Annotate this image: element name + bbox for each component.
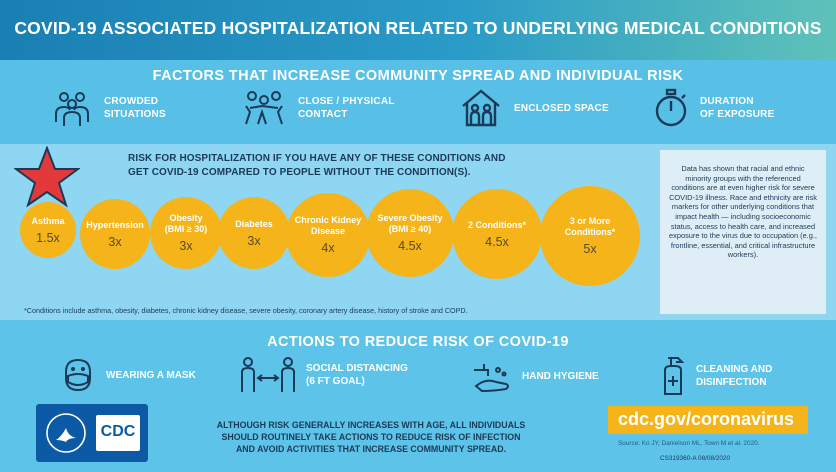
page-title: COVID-19 ASSOCIATED HOSPITALIZATION RELA… — [0, 18, 836, 39]
house-icon — [462, 89, 500, 127]
bubble-kidney-disease: Chronic Kidney Disease 4x — [286, 193, 370, 277]
contact-icon — [245, 91, 283, 125]
factors-title: FACTORS THAT INCREASE COMMUNITY SPREAD A… — [152, 68, 684, 84]
stopwatch-icon — [655, 88, 687, 127]
action-label: SOCIAL DISTANCING (6 FT GOAL) — [306, 363, 408, 387]
spray-bottle-icon — [664, 357, 685, 395]
disparities-note-box: Data has shown that racial and ethnic mi… — [660, 150, 826, 314]
factor-label: DURATION OF EXPOSURE — [700, 96, 775, 120]
cdc-logo-text: CDC — [100, 423, 136, 440]
bubble-severe-obesity: Severe Obesity (BMI ≥ 40) 4.5x — [366, 189, 454, 277]
risk-title: RISK FOR HOSPITALIZATION IF YOU HAVE ANY… — [128, 153, 506, 178]
url-banner: cdc.gov/coronavirus — [608, 406, 808, 434]
bubble-name: Diabetes — [235, 218, 273, 229]
bubble-obesity: Obesity (BMI ≥ 30) 3x — [150, 197, 222, 269]
bubble-value: 1.5x — [36, 230, 60, 245]
hhs-cdc-logo: CDC — [36, 404, 148, 462]
action-hand-hygiene: HAND HYGIENE — [472, 360, 599, 392]
factor-label: ENCLOSED SPACE — [514, 102, 609, 114]
action-label: WEARING A MASK — [106, 369, 196, 381]
cdc-badge: CDC — [96, 415, 140, 451]
document-code: CS319360-A 08/08/2020 — [660, 455, 731, 462]
bubble-asthma: Asthma 1.5x — [20, 202, 76, 258]
bubble-value: 3x — [179, 239, 193, 253]
conditions-footnote: *Conditions include asthma, obesity, dia… — [24, 306, 468, 315]
bubble-name: 3 or More Conditions* — [564, 216, 616, 237]
bubble-diabetes: Diabetes 3x — [218, 197, 290, 269]
bubble-value: 4.5x — [398, 239, 422, 253]
bubble-name: Chronic Kidney Disease — [294, 215, 362, 236]
bubble-value: 3x — [247, 233, 261, 248]
bubble-three-conditions: 3 or More Conditions* 5x — [540, 186, 640, 286]
mask-icon — [65, 358, 91, 392]
action-mask: WEARING A MASK — [60, 358, 196, 392]
bubble-value: 4.5x — [485, 234, 509, 249]
factor-label: CROWDED SITUATIONS — [104, 96, 166, 120]
factor-label: CLOSE / PHYSICAL CONTACT — [298, 96, 395, 120]
crowd-icon — [55, 92, 89, 126]
action-label: HAND HYGIENE — [522, 370, 599, 382]
action-distancing: SOCIAL DISTANCING (6 FT GOAL) — [240, 356, 408, 394]
star-icon — [14, 146, 80, 208]
bubble-name: Asthma — [31, 215, 65, 226]
action-cleaning: CLEANING AND DISINFECTION — [660, 356, 772, 396]
title-main: COVID-19 ASSOCIATED HOSPITALIZATION RELA… — [14, 18, 503, 38]
bubble-value: 5x — [583, 242, 597, 256]
bubble-name: Severe Obesity (BMI ≥ 40) — [377, 213, 443, 234]
bubble-hypertension: Hypertension 3x — [80, 199, 150, 269]
factor-crowded: CROWDED SITUATIONS — [52, 88, 166, 128]
distancing-icon — [241, 357, 295, 392]
bubble-name: Obesity (BMI ≥ 30) — [164, 213, 208, 234]
factor-enclosed: ENCLOSED SPACE — [460, 88, 609, 128]
handwash-icon — [474, 364, 509, 392]
factors-section — [0, 60, 836, 144]
title-highlight: UNDERLYING MEDICAL CONDITIONS — [502, 18, 822, 38]
factor-duration: DURATION OF EXPOSURE — [654, 88, 774, 128]
action-label: CLEANING AND DISINFECTION — [696, 364, 773, 388]
bubble-name: 2 Conditions* — [468, 219, 526, 230]
bubble-two-conditions: 2 Conditions* 4.5x — [452, 189, 542, 279]
bottom-message: ALTHOUGH RISK GENERALLY INCREASES WITH A… — [216, 420, 526, 454]
source-citation: Source: Ko JY, Danielson ML, Town M et a… — [618, 440, 760, 447]
bubble-value: 4x — [321, 241, 335, 255]
factor-contact: CLOSE / PHYSICAL CONTACT — [242, 88, 395, 128]
bubble-name: Hypertension — [86, 219, 144, 230]
header-banner: COVID-19 ASSOCIATED HOSPITALIZATION RELA… — [0, 0, 836, 60]
cdc-url-link[interactable]: cdc.gov/coronavirus — [618, 409, 795, 429]
hhs-eagle-icon — [46, 413, 86, 453]
disparities-note: Data has shown that racial and ethnic mi… — [669, 164, 817, 260]
actions-title: ACTIONS TO REDUCE RISK OF COVID-19 — [267, 334, 569, 350]
bubble-value: 3x — [108, 234, 122, 249]
